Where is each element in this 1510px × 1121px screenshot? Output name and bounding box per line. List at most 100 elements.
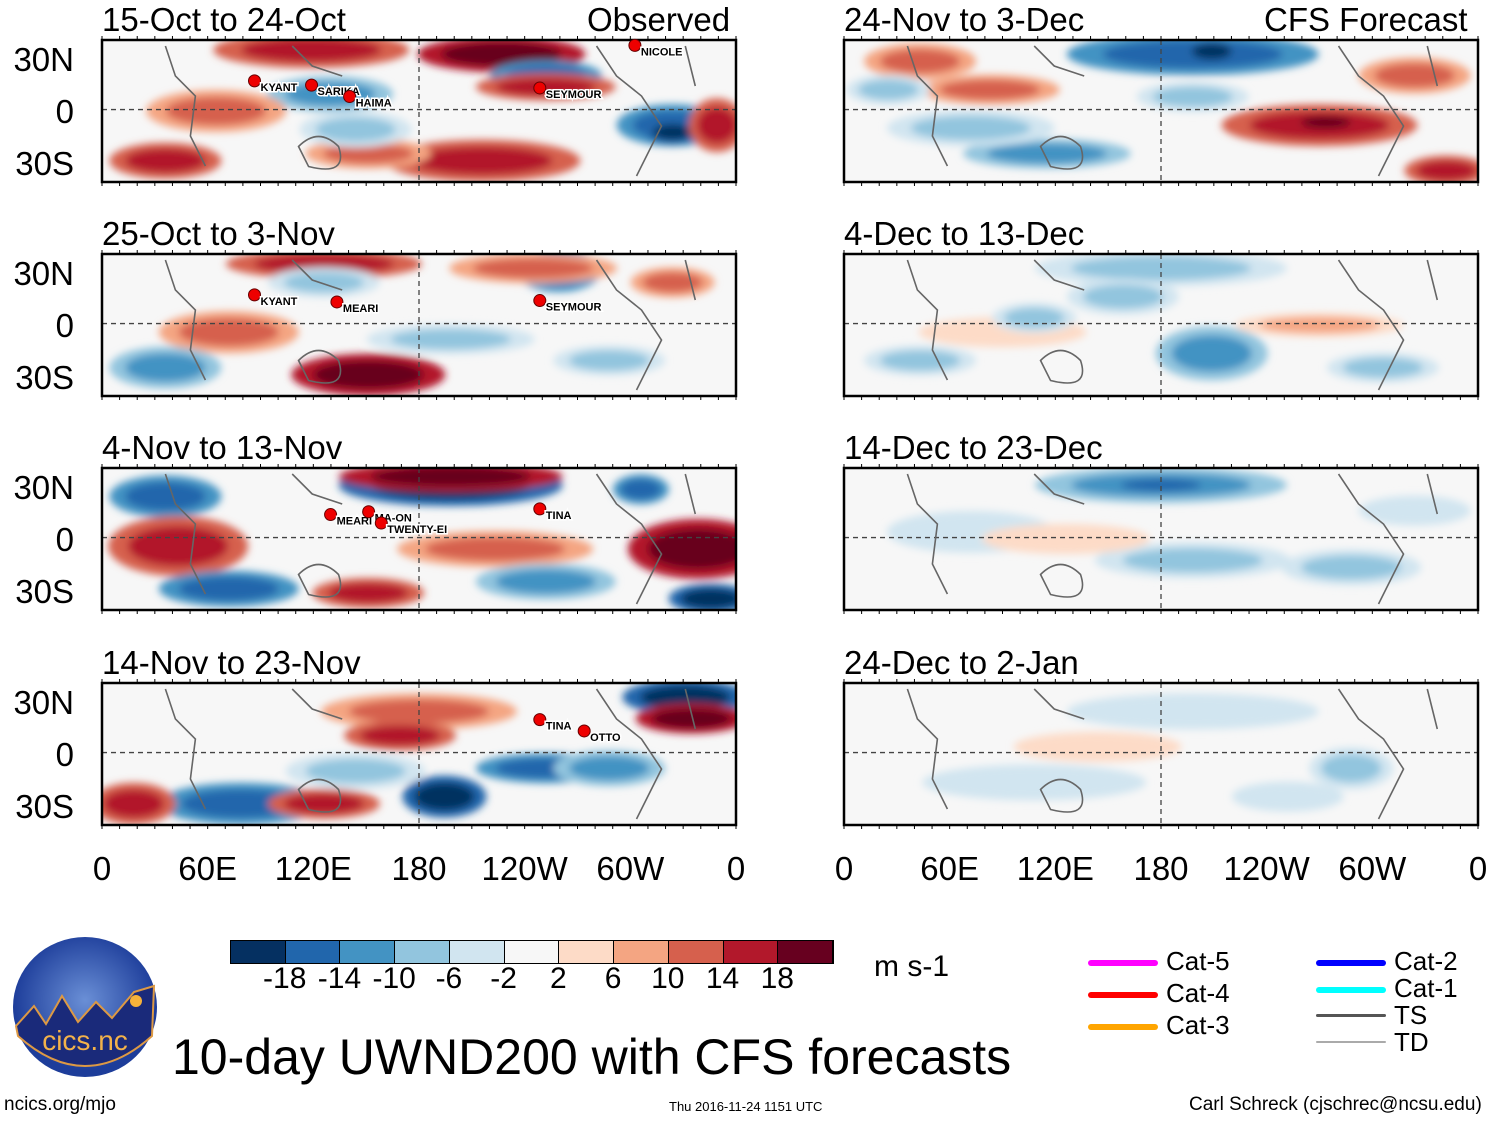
panel-title: 14-Dec to 23-Dec xyxy=(844,429,1103,466)
lon-label: 0 xyxy=(726,850,746,887)
panel-title: 15-Oct to 24-Oct xyxy=(102,1,346,38)
lon-label: 60E xyxy=(178,850,238,887)
lon-label: 120W xyxy=(1223,850,1310,887)
lon-label: 180 xyxy=(1133,850,1189,887)
colorbar-tick-label: 14 xyxy=(705,962,740,995)
colorbar-swatch xyxy=(778,941,834,963)
storm-track: KYANT xyxy=(248,288,299,309)
colorbar-swatch xyxy=(285,941,341,963)
storm-track: HAIMA xyxy=(343,89,393,111)
legend-line-cat-2 xyxy=(1316,960,1386,966)
storm-label: NICOLE xyxy=(641,46,683,58)
lat-label: 0 xyxy=(55,521,74,558)
storm-track: TINA xyxy=(533,713,573,734)
legend-line-ts xyxy=(1316,1014,1386,1017)
legend-label: TS xyxy=(1394,1000,1428,1030)
panel-title: 24-Dec to 2-Jan xyxy=(844,644,1079,681)
panel-title: 24-Nov to 3-Dec xyxy=(844,1,1085,38)
storm-track: OTTO xyxy=(577,724,622,745)
lat-label: 30S xyxy=(15,359,74,396)
storm-track: TWENTY-EI xyxy=(374,516,449,538)
storm-label: TINA xyxy=(546,510,572,522)
legend-line-cat-1 xyxy=(1316,987,1386,993)
panel-title: 4-Dec to 13-Dec xyxy=(844,215,1085,252)
colorbar-swatch xyxy=(559,941,615,963)
colorbar-tick-label: -2 xyxy=(490,962,517,995)
lon-label: 0 xyxy=(1468,850,1488,887)
colorbar-swatch xyxy=(449,941,505,963)
colorbar-tick-label: 2 xyxy=(550,962,567,995)
lat-label: 0 xyxy=(55,93,74,130)
lat-label: 30N xyxy=(13,41,74,78)
storm-label: TINA xyxy=(546,721,572,733)
author-credit: Carl Schreck (cjschrec@ncsu.edu) xyxy=(1189,1094,1482,1115)
timestamp: Thu 2016-11-24 1151 UTC xyxy=(669,1099,823,1114)
colorbar-tick-label: 18 xyxy=(760,962,794,995)
units-label: m s-1 xyxy=(874,950,949,983)
lat-label: 30N xyxy=(13,469,74,506)
legend-line-cat-3 xyxy=(1088,1024,1158,1030)
figure-title: 10-day UWND200 with CFS forecasts xyxy=(172,1029,1012,1085)
lon-label: 0 xyxy=(92,850,112,887)
legend-label: Cat-4 xyxy=(1166,978,1230,1008)
legend-label: Cat-2 xyxy=(1394,946,1458,976)
cics-logo: cics.nc xyxy=(12,936,158,1078)
lon-label: 0 xyxy=(834,850,854,887)
uwnd-map-panel xyxy=(842,464,1480,614)
storm-track: SEYMOUR xyxy=(533,294,603,315)
lat-label: 30S xyxy=(15,573,74,610)
source-url[interactable]: ncics.org/mjo xyxy=(4,1094,116,1115)
lon-label: 120E xyxy=(274,850,352,887)
lon-label: 60E xyxy=(920,850,980,887)
lat-label: 30S xyxy=(15,145,74,182)
legend-label: TD xyxy=(1394,1027,1429,1057)
uwnd-map-panel xyxy=(842,679,1480,829)
colorbar-tick-label: -10 xyxy=(372,962,416,995)
storm-track: MEARI xyxy=(324,508,374,529)
uwnd-map-panel xyxy=(842,250,1480,400)
lat-label: 0 xyxy=(55,307,74,344)
storm-label: OTTO xyxy=(590,732,621,744)
legend-line-cat-5 xyxy=(1088,960,1158,966)
panel-title: 25-Oct to 3-Nov xyxy=(102,215,335,252)
storm-label: MEARI xyxy=(343,303,378,315)
colorbar-swatch xyxy=(504,941,560,963)
lat-label: 0 xyxy=(55,736,74,773)
storm-label: TWENTY-EI xyxy=(387,524,447,536)
uwnd-map-panel: TINA OTTO xyxy=(100,679,738,829)
logo-text: cics.nc xyxy=(42,1025,128,1056)
storm-label: SEYMOUR xyxy=(546,302,602,314)
colorbar-tick-label: -6 xyxy=(435,962,463,995)
lon-label: 180 xyxy=(391,850,447,887)
colorbar-tick-label: -14 xyxy=(317,962,362,995)
colorbar-swatch xyxy=(614,941,669,963)
forecast-label: CFS Forecast xyxy=(1264,1,1468,38)
storm-track: KYANT xyxy=(248,74,299,95)
storm-track: SEYMOUR xyxy=(533,81,603,102)
lon-label: 60W xyxy=(596,850,665,887)
panel-title: 14-Nov to 23-Nov xyxy=(102,644,361,681)
legend-label: Cat-3 xyxy=(1166,1010,1230,1040)
legend-label: Cat-5 xyxy=(1166,946,1230,976)
legend-line-cat-4 xyxy=(1088,992,1158,998)
lon-label: 120W xyxy=(481,850,568,887)
colorbar-swatch xyxy=(395,941,450,963)
lat-label: 30S xyxy=(15,788,74,825)
observed-label: Observed xyxy=(587,1,731,38)
storm-track: MEARI xyxy=(330,295,380,316)
lon-label: 120E xyxy=(1016,850,1094,887)
storm-label: MEARI xyxy=(337,516,372,528)
storm-label: HAIMA xyxy=(356,97,392,109)
colorbar-swatch xyxy=(723,941,779,963)
colorbar-swatch xyxy=(231,941,286,963)
colorbar-tick-label: -18 xyxy=(263,962,307,995)
uwnd-map-panel: KYANT MEARI SEYMOUR xyxy=(100,250,738,400)
colorbar-tick-label: 10 xyxy=(651,962,685,995)
uwnd-map-panel xyxy=(842,36,1480,186)
legend-label: Cat-1 xyxy=(1394,973,1458,1003)
storm-label: KYANT xyxy=(261,296,298,308)
legend-line-td xyxy=(1316,1041,1386,1043)
colorbar xyxy=(230,940,834,964)
